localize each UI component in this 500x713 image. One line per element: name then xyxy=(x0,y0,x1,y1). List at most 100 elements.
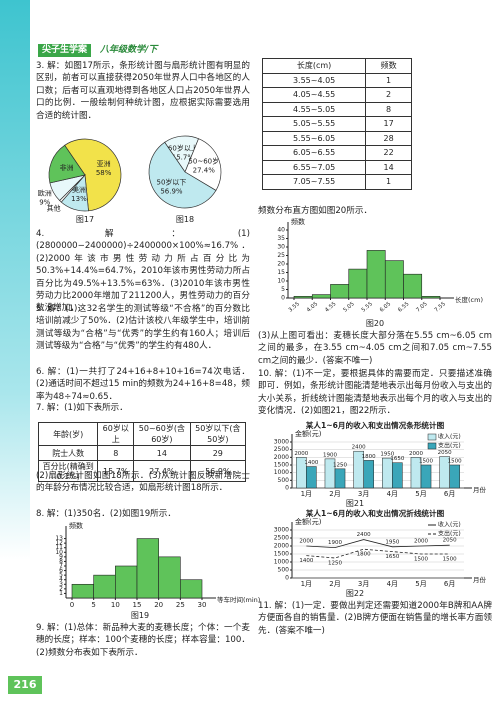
y-tick-label: 4 xyxy=(59,576,63,583)
x-axis-label: 月份 xyxy=(473,485,487,494)
table-cell: 22 xyxy=(365,145,412,161)
y-tick-label: 1000 xyxy=(274,559,289,566)
table-row: 6.55~7.05 14 xyxy=(261,159,412,175)
table-cell: 28 xyxy=(365,130,412,146)
bar xyxy=(420,464,432,489)
y-tick-label: 1500 xyxy=(274,462,289,469)
y-tick-label: 11 xyxy=(55,544,63,551)
x-tick-label: 4.55 xyxy=(324,301,338,314)
slice-label: 27.4% xyxy=(193,167,216,175)
legend-label: 收入(元) xyxy=(438,521,461,529)
caption: 图19 xyxy=(130,611,150,620)
x-tick-label: 6月 xyxy=(444,580,455,588)
x-axis-label: 等车时间(min) xyxy=(217,595,260,604)
x-axis-label: 长度(cm) xyxy=(455,295,483,304)
bar xyxy=(93,574,116,599)
bar xyxy=(384,260,404,299)
y-tick-label: 2000 xyxy=(274,543,289,550)
table-row: 3.55~4.05 1 xyxy=(261,72,412,88)
y-tick-label: 500 xyxy=(278,567,290,574)
question: 6. 解：(1)一共打了24+16+8+10+16=74次电话．(2)通话时间不… xyxy=(36,367,250,402)
slice-label: 13% xyxy=(71,195,87,203)
data-label: 1250 xyxy=(328,561,342,567)
question: 4. 解：(1)(2800000−2400000)÷2400000×100%≈1… xyxy=(36,229,250,314)
data-label: 1500 xyxy=(448,459,462,465)
data-label: 1500 xyxy=(443,557,457,563)
y-tick-label: 13 xyxy=(55,535,63,542)
table-cell: 60岁以上 xyxy=(97,422,135,446)
bar xyxy=(293,296,313,299)
chart-title: 某人1~6月的收入和支出情况条形统计图 xyxy=(305,421,445,430)
data-label: 1500 xyxy=(414,557,428,563)
y-tick-label: 5 xyxy=(59,572,63,579)
text: 频数分布直方图如图20所示． xyxy=(258,206,373,216)
y-tick-label: 12 xyxy=(55,540,63,547)
x-tick-label: 6.05 xyxy=(379,301,393,314)
x-tick-label: 6.55 xyxy=(397,301,411,314)
x-tick-label: 6月 xyxy=(444,490,455,498)
table-cell: 4.05~4.55 xyxy=(261,87,367,103)
x-tick-label: 2月 xyxy=(329,490,340,498)
y-tick-label: 20 xyxy=(277,261,285,268)
line xyxy=(306,539,450,549)
y-axis-label: 频数 xyxy=(69,521,83,530)
data-label: 1500 xyxy=(419,459,433,465)
table-cell: 4.55~5.05 xyxy=(261,101,367,117)
header-brand: 尖子生学案 xyxy=(38,44,92,57)
y-axis-label: 金额(元) xyxy=(295,517,322,526)
pie-slice xyxy=(148,141,217,209)
question: 7. 解：(1)如下表所示． xyxy=(36,403,128,413)
table-cell: 5.05~5.55 xyxy=(261,116,367,132)
table-row: 院士人数 8 14 29 xyxy=(37,445,247,461)
y-axis-label: 金额(元) xyxy=(295,429,322,438)
bar xyxy=(348,268,368,299)
legend-label: 支出(元) xyxy=(438,442,461,450)
y-tick-label: 3 xyxy=(59,581,63,588)
table-cell: 3.55~4.05 xyxy=(261,72,367,88)
y-tick-label: 9 xyxy=(59,553,63,560)
legend-swatch xyxy=(427,433,437,441)
data-label: 1800 xyxy=(362,454,376,460)
table-cell: 56.9% xyxy=(189,460,247,482)
table: 年龄(岁) 60岁以上 50~60岁(含60岁) 50岁以下(含50岁) 院士人数 8 14… xyxy=(37,422,247,482)
bar xyxy=(311,294,331,299)
x-tick-label: 1月 xyxy=(301,580,312,588)
table-cell: 6.05~6.55 xyxy=(261,145,367,161)
x-tick-label: 30 xyxy=(198,601,207,609)
data-label: 2400 xyxy=(352,445,366,451)
table-cell: 1 xyxy=(365,72,412,88)
x-tick-label: 5.55 xyxy=(361,301,375,314)
table-cell: 5.55~6.05 xyxy=(261,130,367,146)
y-tick-label: 3000 xyxy=(274,527,289,534)
data-label: 2000 xyxy=(414,539,428,545)
slice-label: 15.7% xyxy=(172,153,195,161)
y-tick-label: 1 xyxy=(59,590,63,597)
bar xyxy=(382,457,393,489)
table-cell: 27.4% xyxy=(133,460,191,482)
table-cell: 1 xyxy=(365,174,412,190)
legend-swatch xyxy=(427,442,437,450)
data-label: 1650 xyxy=(390,456,404,462)
bar xyxy=(363,460,374,489)
data-label: 2050 xyxy=(438,450,452,456)
bar xyxy=(136,538,159,599)
slice-name: 美洲 xyxy=(72,185,86,194)
y-tick-label: 0 xyxy=(285,575,289,582)
x-tick-label: 4月 xyxy=(387,490,398,498)
slice-name: 非洲 xyxy=(60,163,74,172)
data-label: 1650 xyxy=(385,554,399,560)
x-tick-label: 15 xyxy=(133,601,142,609)
y-tick-label: 2000 xyxy=(274,454,289,461)
question: 3. 解：如图17所示，条形统计图与扇形统计图有明显的区别，前者可以直接获得20… xyxy=(36,61,250,121)
x-tick-label: 0 xyxy=(70,601,74,609)
x-tick-label: 3月 xyxy=(358,490,369,498)
data-label: 2000 xyxy=(409,451,423,457)
table-cell: 院士人数 xyxy=(37,445,99,461)
bar xyxy=(421,296,441,299)
x-tick-label: 10 xyxy=(111,601,120,609)
table-cell: 50岁以下(含50岁) xyxy=(189,422,247,446)
y-axis-label: 频数 xyxy=(291,217,305,226)
